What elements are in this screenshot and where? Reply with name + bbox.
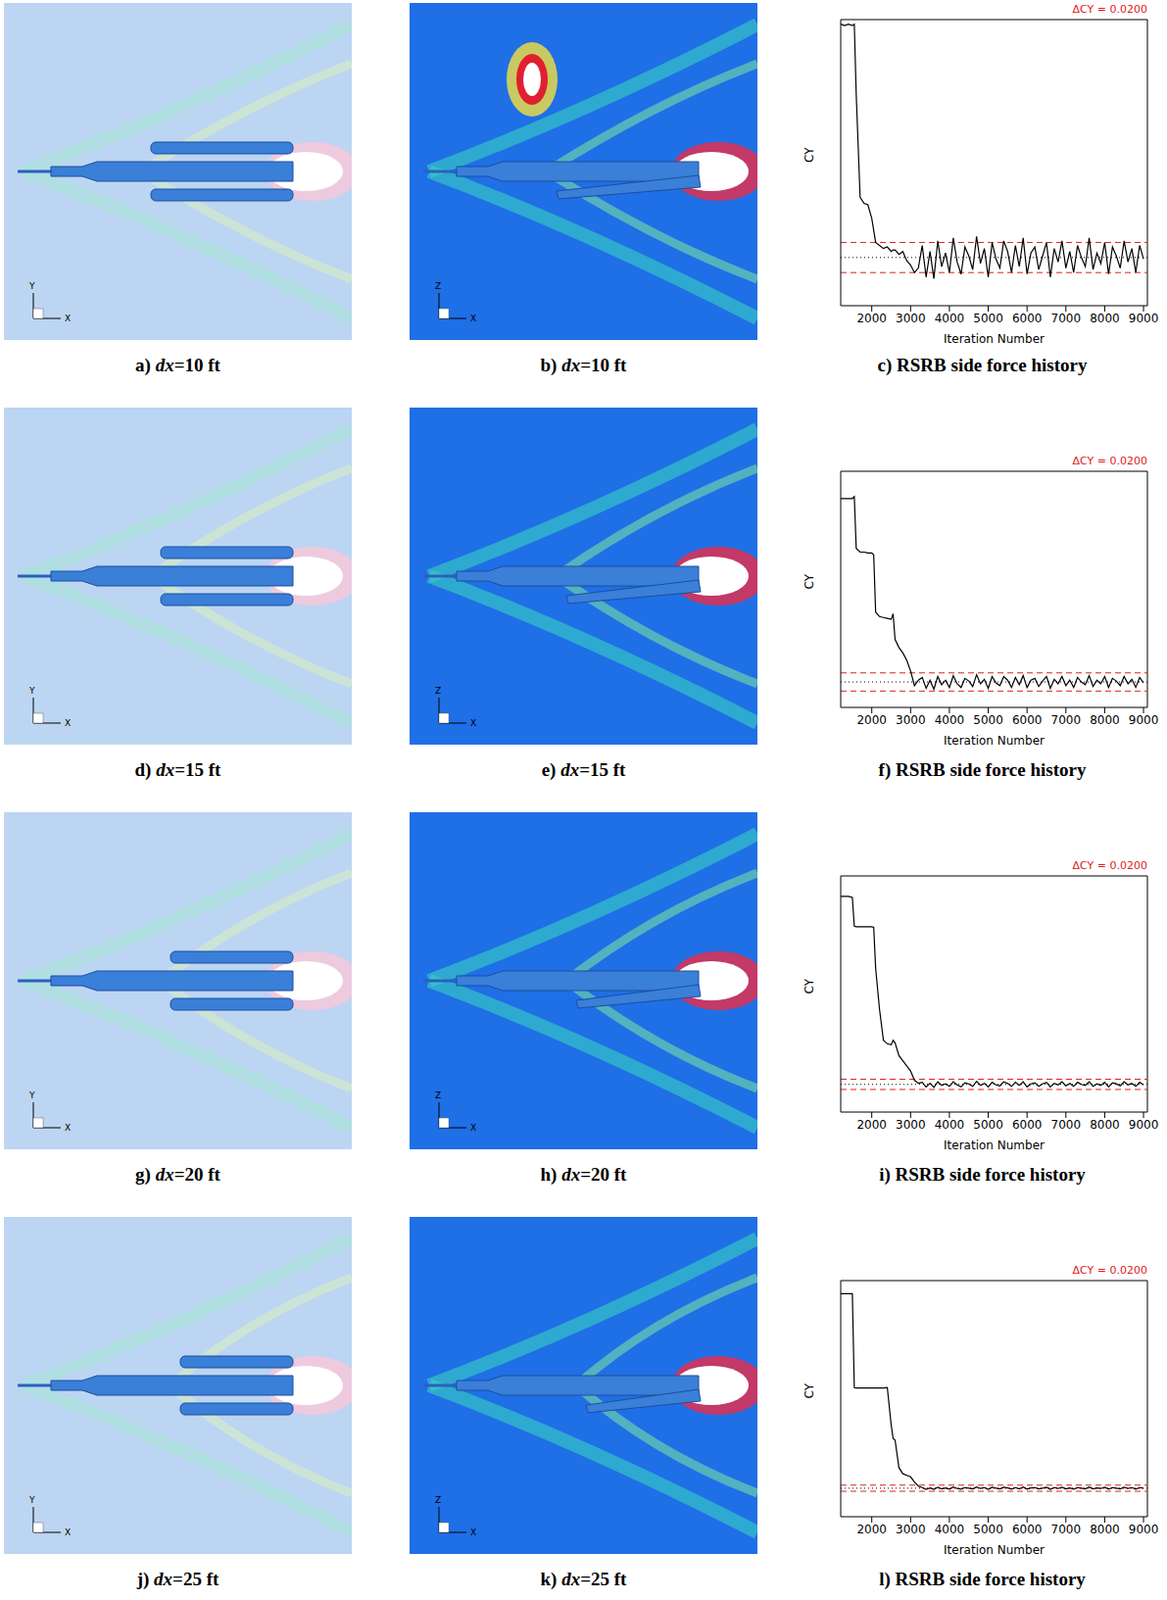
svg-text:4000: 4000 — [934, 311, 966, 326]
svg-text:4000: 4000 — [934, 1522, 966, 1537]
svg-text:8000: 8000 — [1089, 713, 1120, 728]
svg-text:Z: Z — [435, 281, 441, 292]
svg-text:Iteration Number: Iteration Number — [943, 733, 1045, 747]
svg-text:X: X — [470, 1122, 477, 1133]
svg-text:CY: CY — [802, 977, 817, 994]
svg-text:7000: 7000 — [1051, 1522, 1082, 1537]
svg-text:8000: 8000 — [1089, 311, 1120, 326]
svg-text:4000: 4000 — [934, 713, 966, 728]
html-text:i) RSRB side force history: i) RSRB side force history — [879, 1164, 1086, 1185]
svg-text:6000: 6000 — [1012, 1118, 1043, 1132]
svg-text:6000: 6000 — [1012, 713, 1043, 728]
svg-text:X: X — [64, 718, 71, 729]
svg-text:3000: 3000 — [895, 1522, 926, 1537]
svg-text:2000: 2000 — [856, 311, 887, 326]
html-text:ΔCY = 0.0200: ΔCY = 0.0200 — [1072, 2, 1148, 16]
svg-text:3000: 3000 — [895, 1118, 926, 1132]
svg-text:Y: Y — [28, 685, 36, 696]
svg-text:7000: 7000 — [1051, 713, 1082, 728]
svg-text:X: X — [470, 718, 477, 729]
svg-text:7000: 7000 — [1051, 1118, 1082, 1132]
svg-text:Y: Y — [28, 281, 36, 292]
html-text:ΔCY = 0.0200: ΔCY = 0.0200 — [1072, 1264, 1148, 1277]
html-text:c) RSRB side force history: c) RSRB side force history — [877, 354, 1088, 376]
svg-text:2000: 2000 — [856, 713, 887, 728]
svg-text:3000: 3000 — [895, 311, 926, 326]
svg-text:7000: 7000 — [1051, 311, 1082, 326]
html-text:h) dx =20 ft: h) dx =20 ft — [540, 1164, 627, 1185]
svg-text:X: X — [470, 1527, 477, 1538]
svg-text:X: X — [64, 1527, 71, 1538]
html-text:g) dx =20 ft: g) dx =20 ft — [135, 1164, 221, 1185]
svg-text:X: X — [64, 313, 71, 324]
svg-text:3000: 3000 — [895, 713, 926, 728]
svg-text:5000: 5000 — [972, 1118, 1004, 1132]
svg-text:Z: Z — [435, 1495, 441, 1506]
html-text:a) dx =10 ft: a) dx =10 ft — [135, 354, 221, 376]
svg-text:X: X — [470, 313, 477, 324]
svg-text:5000: 5000 — [972, 311, 1004, 326]
svg-text:8000: 8000 — [1089, 1118, 1120, 1132]
svg-text:2000: 2000 — [856, 1522, 887, 1537]
svg-text:Iteration Number: Iteration Number — [943, 332, 1045, 345]
svg-text:Y: Y — [28, 1495, 36, 1506]
html-text:l) RSRB side force history: l) RSRB side force history — [879, 1568, 1086, 1590]
html-text:f) RSRB side force history: f) RSRB side force history — [878, 759, 1087, 780]
svg-text:5000: 5000 — [972, 713, 1004, 728]
svg-text:2000: 2000 — [856, 1118, 887, 1132]
svg-text:9000: 9000 — [1128, 713, 1160, 728]
html-text:ΔCY = 0.0200: ΔCY = 0.0200 — [1072, 859, 1148, 873]
svg-text:X: X — [64, 1122, 71, 1133]
html-text:k) dx =25 ft: k) dx =25 ft — [540, 1568, 627, 1590]
html-text:ΔCY = 0.0200: ΔCY = 0.0200 — [1072, 454, 1148, 468]
html-text:d) dx =15 ft: d) dx =15 ft — [134, 759, 221, 780]
svg-text:Z: Z — [435, 685, 441, 696]
html-text:e) dx =15 ft: e) dx =15 ft — [541, 759, 626, 780]
svg-text:5000: 5000 — [972, 1522, 1004, 1537]
svg-text:9000: 9000 — [1128, 1522, 1160, 1537]
svg-text:4000: 4000 — [934, 1118, 966, 1132]
html-text:j) dx =25 ft: j) dx =25 ft — [136, 1568, 219, 1590]
svg-text:Y: Y — [28, 1090, 36, 1101]
svg-text:Iteration Number: Iteration Number — [943, 1543, 1045, 1556]
svg-text:9000: 9000 — [1128, 1118, 1160, 1132]
svg-text:6000: 6000 — [1012, 1522, 1043, 1537]
svg-text:CY: CY — [802, 1382, 817, 1399]
svg-text:6000: 6000 — [1012, 311, 1043, 326]
svg-text:CY: CY — [802, 573, 817, 589]
svg-text:Z: Z — [435, 1090, 441, 1101]
svg-text:8000: 8000 — [1089, 1522, 1120, 1537]
svg-text:9000: 9000 — [1128, 311, 1160, 326]
svg-text:Iteration Number: Iteration Number — [943, 1138, 1045, 1152]
svg-text:CY: CY — [802, 146, 817, 163]
html-text:b) dx =10 ft: b) dx =10 ft — [540, 354, 627, 376]
